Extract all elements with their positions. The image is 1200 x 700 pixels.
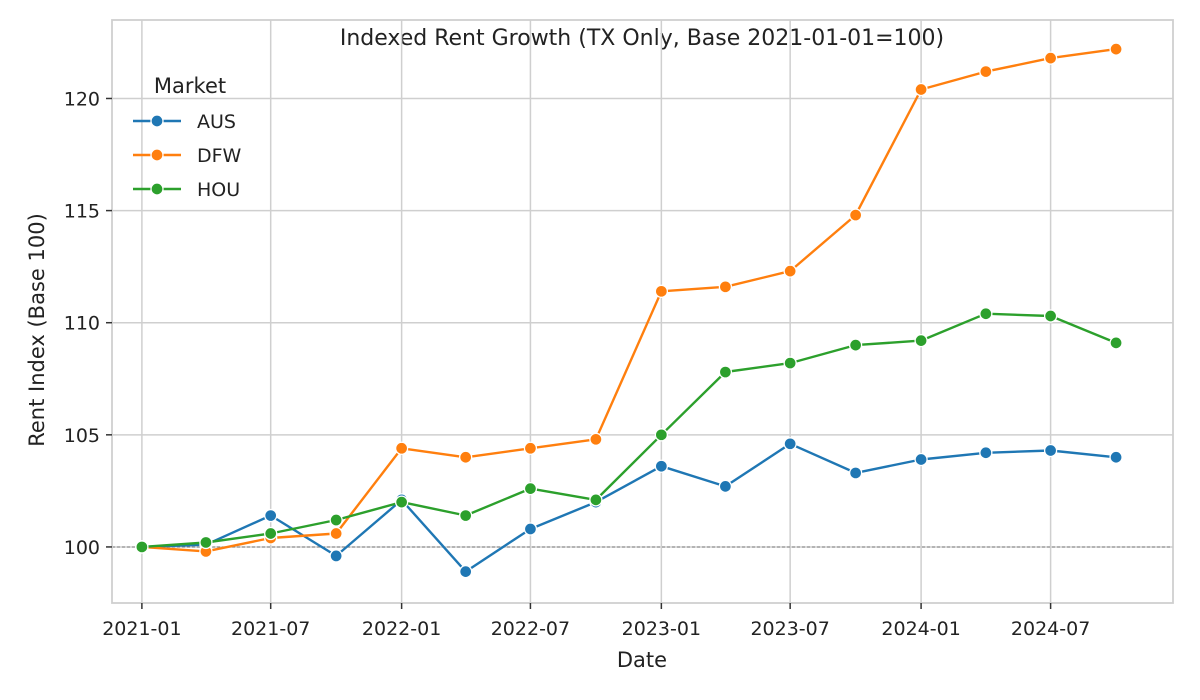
data-point-hou xyxy=(1043,309,1058,323)
data-point-dfw xyxy=(654,284,669,298)
data-point-dfw xyxy=(848,208,863,222)
x-tick-label: 2022-07 xyxy=(491,618,570,640)
x-tick-label: 2024-01 xyxy=(881,618,960,640)
data-point-hou xyxy=(135,540,149,554)
y-axis: 100 105 110 115 120 xyxy=(64,88,112,559)
series-hou xyxy=(135,307,1123,554)
legend-label-aus: AUS xyxy=(197,111,236,133)
legend: Market AUS DFW HOU xyxy=(133,74,242,201)
legend-title: Market xyxy=(154,74,226,98)
data-point-hou xyxy=(848,338,863,352)
data-point-hou xyxy=(718,365,733,379)
data-point-dfw xyxy=(914,82,928,97)
x-axis-label: Date xyxy=(617,648,667,672)
plot-frame xyxy=(111,19,1174,604)
x-axis: 2021-01 2021-07 2022-01 2022-07 2023-01 2023-… xyxy=(102,603,1090,640)
data-point-aus xyxy=(718,479,733,494)
data-point-aus xyxy=(783,437,797,451)
x-tick-label: 2021-07 xyxy=(231,618,310,640)
series-line-hou xyxy=(141,312,1117,549)
data-point-hou xyxy=(459,508,473,523)
chart-title: Indexed Rent Growth (TX Only, Base 2021-… xyxy=(340,26,944,51)
data-point-dfw xyxy=(394,441,409,455)
legend-item-hou: HOU xyxy=(133,179,240,201)
data-point-hou xyxy=(654,428,669,442)
data-point-hou xyxy=(523,481,538,496)
data-point-aus xyxy=(459,564,473,579)
series-group xyxy=(135,42,1123,579)
data-point-dfw xyxy=(589,432,603,446)
data-point-hou xyxy=(1109,336,1123,350)
data-point-aus xyxy=(1109,450,1123,464)
data-point-aus xyxy=(523,522,538,536)
data-point-hou xyxy=(783,356,797,370)
series-aus xyxy=(135,437,1123,579)
data-point-hou xyxy=(199,535,213,550)
y-tick-label: 115 xyxy=(64,201,100,223)
data-point-hou xyxy=(264,526,278,541)
data-point-hou xyxy=(394,495,409,509)
data-point-aus xyxy=(979,446,993,460)
data-point-hou xyxy=(979,307,993,321)
data-point-aus xyxy=(914,452,928,467)
data-point-dfw xyxy=(523,441,538,455)
y-tick-label: 105 xyxy=(64,425,100,447)
data-point-dfw xyxy=(979,64,993,79)
data-point-aus xyxy=(264,508,278,523)
data-point-dfw xyxy=(783,264,797,278)
x-tick-label: 2023-01 xyxy=(622,618,701,640)
series-line-aus xyxy=(141,442,1117,573)
data-point-aus xyxy=(329,549,343,563)
data-point-dfw xyxy=(329,526,343,541)
data-point-aus xyxy=(654,459,669,473)
legend-label-dfw: DFW xyxy=(197,145,242,167)
series-line-dfw xyxy=(141,47,1117,553)
legend-item-dfw: DFW xyxy=(133,145,242,167)
y-axis-label: Rent Index (Base 100) xyxy=(25,213,49,447)
legend-marker-dfw xyxy=(150,148,164,162)
legend-marker-aus xyxy=(150,114,164,128)
y-tick-label: 110 xyxy=(64,313,100,335)
legend-item-aus: AUS xyxy=(133,111,236,133)
data-point-dfw xyxy=(1043,51,1058,65)
y-tick-label: 100 xyxy=(64,537,100,559)
data-point-hou xyxy=(914,333,928,348)
data-point-dfw xyxy=(1109,42,1123,56)
legend-marker-hou xyxy=(150,182,164,196)
data-point-dfw xyxy=(718,280,733,294)
data-point-dfw xyxy=(459,450,473,464)
data-point-aus xyxy=(1043,443,1058,458)
x-tick-label: 2024-07 xyxy=(1011,618,1090,640)
x-tick-label: 2021-01 xyxy=(102,618,181,640)
y-tick-label: 120 xyxy=(64,88,100,110)
legend-label-hou: HOU xyxy=(197,179,240,201)
series-dfw xyxy=(135,42,1123,559)
x-tick-label: 2023-07 xyxy=(750,618,829,640)
data-point-aus xyxy=(848,466,863,480)
x-tick-label: 2022-01 xyxy=(362,618,441,640)
data-point-hou xyxy=(589,493,603,507)
data-point-hou xyxy=(329,513,343,527)
